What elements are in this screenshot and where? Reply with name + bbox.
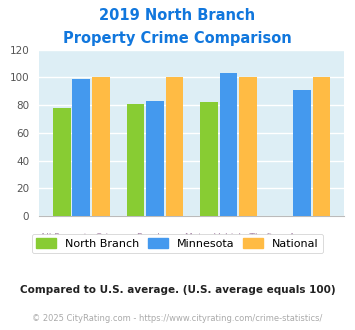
Bar — [200, 102, 218, 216]
Bar — [53, 108, 71, 216]
Bar — [126, 104, 144, 216]
Legend: North Branch, Minnesota, National: North Branch, Minnesota, National — [32, 234, 323, 253]
Bar — [146, 101, 164, 216]
Text: Compared to U.S. average. (U.S. average equals 100): Compared to U.S. average. (U.S. average … — [20, 285, 335, 295]
Text: Motor Vehicle Theft: Motor Vehicle Theft — [185, 233, 273, 242]
Text: © 2025 CityRating.com - https://www.cityrating.com/crime-statistics/: © 2025 CityRating.com - https://www.city… — [32, 314, 323, 323]
Bar — [239, 77, 257, 216]
Bar — [313, 77, 331, 216]
Bar — [72, 79, 90, 216]
Text: Property Crime Comparison: Property Crime Comparison — [63, 31, 292, 46]
Text: All Property Crime: All Property Crime — [40, 233, 122, 242]
Bar — [92, 77, 110, 216]
Bar — [165, 77, 183, 216]
Text: Arson: Arson — [289, 233, 315, 242]
Bar — [220, 73, 237, 216]
Bar — [293, 90, 311, 216]
Text: Larceny & Theft: Larceny & Theft — [119, 243, 191, 251]
Text: 2019 North Branch: 2019 North Branch — [99, 8, 256, 23]
Text: Burglary: Burglary — [136, 233, 174, 242]
